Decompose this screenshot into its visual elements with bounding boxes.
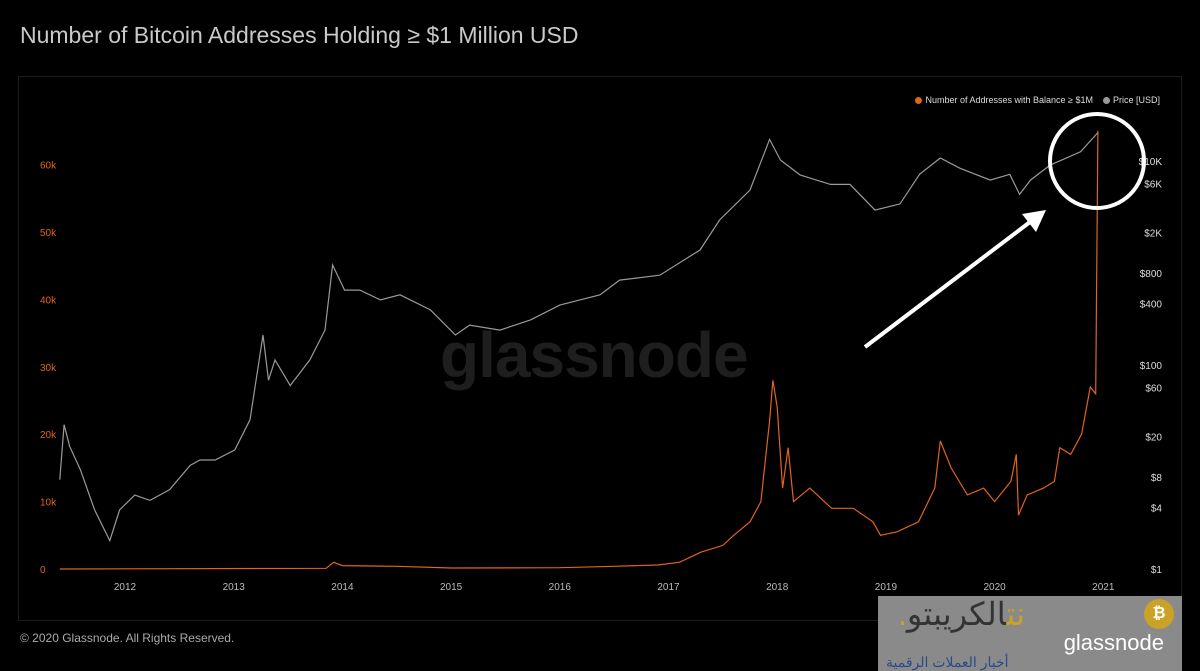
y-left-tick-label: 10k	[40, 498, 57, 509]
y-left-tick-label: 40k	[40, 295, 57, 306]
legend-label-price: Price [USD]	[1112, 95, 1160, 105]
y-left-tick-label: 20k	[40, 430, 57, 441]
addresses-dot-icon	[915, 97, 923, 104]
copyright-footer: © 2020 Glassnode. All Rights Reserved.	[20, 631, 235, 645]
y-right-tick-label: $1	[1151, 565, 1163, 576]
addresses-series-line	[59, 130, 1099, 570]
y-left-tick-label: 50k	[40, 228, 57, 239]
x-tick-label: 2013	[223, 582, 246, 593]
highlight-circle	[1048, 112, 1146, 210]
legend: Number of Addresses with Balance ≥ $1M P…	[915, 95, 1160, 105]
x-tick-label: 2020	[983, 582, 1006, 593]
logo-arabic-title-dark: الكريبتو	[906, 596, 1007, 632]
watermark: glassnode	[440, 319, 749, 391]
legend-label-addresses: Number of Addresses with Balance ≥ $1M	[925, 95, 1093, 105]
x-tick-label: 2012	[114, 582, 137, 593]
y-right-tick-label: $400	[1140, 300, 1163, 311]
y-right-tick-label: $8	[1151, 473, 1163, 484]
y-right-tick-label: $4	[1151, 504, 1163, 515]
y-right-tick-label: $100	[1140, 361, 1163, 372]
y-right-tick-label: $2K	[1144, 228, 1162, 239]
x-tick-label: 2019	[875, 582, 898, 593]
chart-panel	[18, 76, 1182, 621]
y-left-tick-label: 30k	[40, 363, 57, 374]
logo-arabic-title-gold: .نت	[898, 596, 1026, 632]
legend-item-addresses[interactable]: Number of Addresses with Balance ≥ $1M	[915, 95, 1093, 105]
price-dot-icon	[1102, 97, 1110, 104]
y-right-tick-label: $800	[1140, 269, 1163, 280]
y-right-tick-label: $10K	[1139, 157, 1163, 168]
annotation-arrow-shaft	[863, 220, 1032, 349]
legend-item-price[interactable]: Price [USD]	[1102, 95, 1160, 105]
y-right-tick-label: $60	[1145, 384, 1162, 395]
logo-arabic-title: .نتالكريبتو	[898, 596, 1025, 632]
chart-title: Number of Bitcoin Addresses Holding ≥ $1…	[20, 22, 579, 48]
bitcoin-coin-icon: ₿	[1144, 599, 1174, 629]
overlay-logo: .نتالكريبتو ₿ glassnode أخبار العملات ال…	[878, 596, 1182, 671]
x-tick-label: 2016	[549, 582, 572, 593]
y-right-tick-label: $6K	[1144, 180, 1162, 191]
y-left-tick-label: 60k	[40, 161, 57, 172]
x-tick-label: 2017	[657, 582, 680, 593]
y-left-tick-label: 0	[40, 565, 46, 576]
logo-brand: glassnode	[1063, 630, 1164, 655]
logo-arabic-subtitle: أخبار العملات الرقمية	[886, 654, 1009, 670]
x-tick-label: 2014	[331, 582, 354, 593]
x-tick-label: 2021	[1092, 582, 1115, 593]
annotation-arrow-head-icon	[1022, 210, 1046, 232]
price-series-line	[59, 132, 1099, 543]
x-tick-label: 2015	[440, 582, 463, 593]
x-tick-label: 2018	[766, 582, 789, 593]
y-right-tick-label: $20	[1145, 432, 1162, 443]
